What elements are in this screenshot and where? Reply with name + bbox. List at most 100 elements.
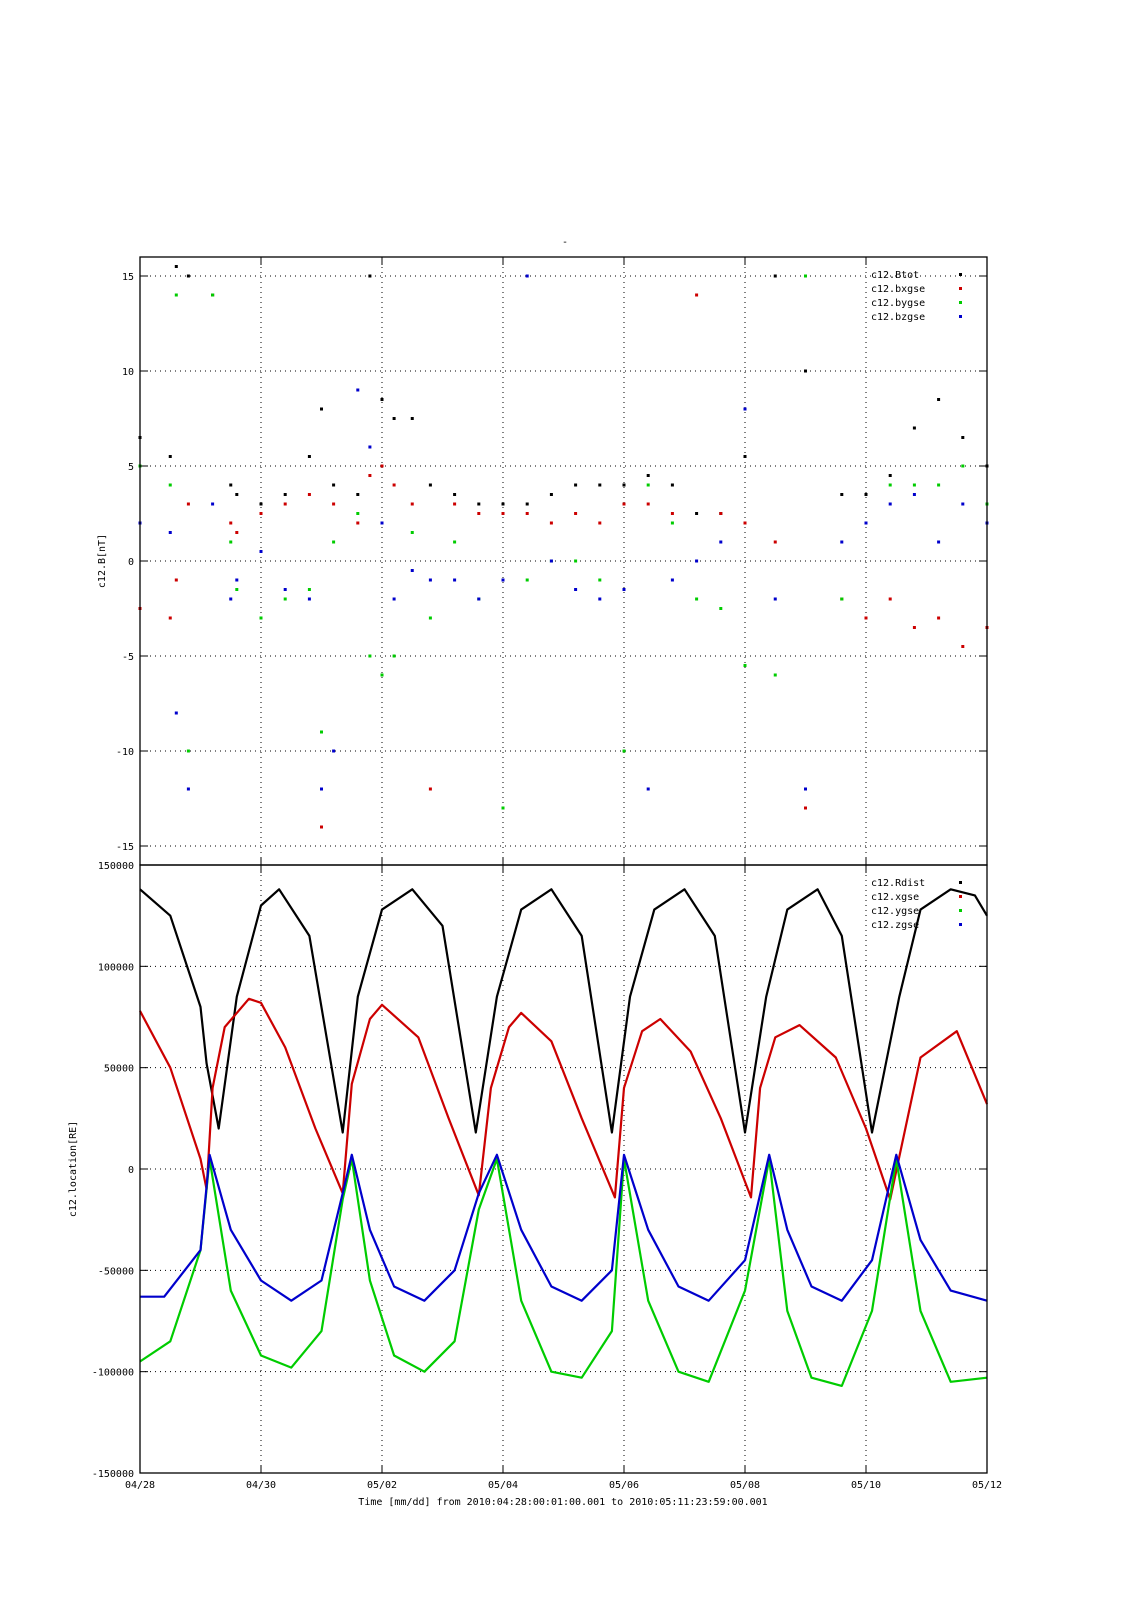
legend-swatch: [959, 881, 962, 884]
data-point-c12-bxgse: [646, 502, 650, 506]
data-point-c12-bzgse: [961, 502, 965, 506]
data-point-c12-btot: [549, 493, 553, 496]
data-point-c12-btot: [501, 502, 505, 506]
data-point-c12-btot: [840, 493, 844, 496]
data-point-c12-bzgse: [332, 749, 336, 753]
data-point-c12-btot: [864, 493, 868, 496]
data-point-c12-bzgse: [259, 550, 263, 553]
data-point-c12-bygse: [428, 616, 432, 620]
location-panel: -150000 -100000 -50000 0 50000 100000 150000 c…: [68, 861, 989, 1480]
data-point-c12-bzgse: [773, 597, 777, 601]
data-point-c12-bygse: [410, 531, 414, 534]
data-point-c12-btot: [477, 502, 481, 506]
data-point-c12-bxgse: [332, 502, 336, 506]
legend-swatch: [959, 287, 962, 290]
data-point-c12-bxgse: [229, 521, 233, 525]
data-point-c12-bzgse: [356, 388, 360, 392]
data-point-c12-bzgse: [525, 274, 529, 278]
data-point-c12-btot: [598, 483, 602, 487]
data-point-c12-bzgse: [670, 578, 674, 582]
legend-swatch: [959, 301, 962, 304]
data-point-c12-bygse: [695, 597, 699, 601]
legend-label: c12.Btot: [871, 270, 919, 281]
data-point-c12-bygse: [283, 597, 287, 601]
legend-swatch: [959, 895, 962, 898]
x-tick-label: 04/30: [246, 1480, 276, 1491]
y-tick-label: 15: [122, 272, 134, 283]
data-point-c12-bygse: [392, 654, 396, 658]
data-point-c12-bzgse: [229, 597, 233, 601]
data-point-c12-bxgse: [598, 521, 602, 525]
series-line-c12-zgse: [140, 1153, 988, 1302]
data-point-c12-bzgse: [840, 540, 844, 544]
data-point-c12-bygse: [168, 483, 172, 487]
data-point-c12-btot: [670, 483, 674, 487]
data-point-c12-bxgse: [525, 512, 529, 515]
magnetic-field-data-points: [138, 265, 989, 829]
y-tick-label: -10: [116, 747, 134, 758]
y-tick-label: -5: [122, 652, 134, 663]
legend-label: c12.bygse: [871, 298, 925, 309]
data-point-c12-bygse: [646, 483, 650, 487]
location-grid: [140, 865, 987, 1473]
data-point-c12-bzgse: [622, 588, 626, 591]
data-point-c12-bygse: [743, 664, 747, 667]
location-y-axis-label: c12.location[RE]: [68, 1121, 79, 1217]
location-y-axis: -150000 -100000 -50000 0 50000 100000 150000: [92, 861, 987, 1480]
data-point-c12-bxgse: [549, 521, 553, 525]
data-point-c12-bzgse: [211, 502, 215, 506]
data-point-c12-bzgse: [283, 588, 287, 591]
data-point-c12-bygse: [912, 483, 916, 487]
x-axis: 04/28 04/30 05/02 05/04 05/06 05/08 05/10 05/12: [125, 257, 1002, 1491]
data-point-c12-bzgse: [307, 597, 311, 601]
y-tick-label: 0: [128, 557, 134, 568]
data-point-c12-bzgse: [549, 559, 553, 563]
data-point-c12-bzgse: [168, 531, 172, 534]
data-point-c12-bygse: [368, 654, 372, 658]
data-point-c12-bygse: [773, 673, 777, 677]
data-point-c12-bxgse: [356, 521, 360, 525]
y-tick-label: 50000: [104, 1064, 134, 1075]
legend-swatch: [959, 315, 962, 318]
x-tick-label: 04/28: [125, 1480, 155, 1491]
data-point-c12-btot: [392, 417, 396, 420]
data-point-c12-bxgse: [574, 512, 578, 515]
x-tick-label: 05/08: [730, 1480, 760, 1491]
data-point-c12-btot: [168, 455, 172, 458]
legend-label: c12.zgse: [871, 920, 919, 931]
series-line-c12-rdist: [139, 888, 988, 1134]
data-point-c12-bygse: [235, 588, 239, 591]
data-point-c12-bygse: [598, 578, 602, 582]
data-point-c12-bxgse: [719, 512, 723, 515]
data-point-c12-bygse: [332, 540, 336, 544]
data-point-c12-bxgse: [283, 502, 287, 506]
data-point-c12-btot: [646, 474, 650, 477]
data-point-c12-bygse: [888, 483, 892, 487]
data-point-c12-bxgse: [622, 502, 626, 506]
data-point-c12-bzgse: [501, 578, 505, 582]
data-point-c12-btot: [320, 407, 323, 411]
y-tick-label: -15: [116, 842, 134, 853]
data-point-c12-bygse: [719, 607, 723, 610]
series-line-c12-ygse: [139, 1157, 988, 1387]
data-point-c12-bygse: [174, 293, 178, 297]
x-tick-label: 05/10: [851, 1480, 881, 1491]
data-point-c12-btot: [912, 426, 916, 430]
legend-label: c12.bxgse: [871, 284, 925, 295]
data-point-c12-bxgse: [670, 512, 674, 515]
data-point-c12-bzgse: [186, 787, 190, 791]
data-point-c12-btot: [937, 398, 941, 401]
data-point-c12-bygse: [259, 616, 263, 620]
data-point-c12-bxgse: [307, 493, 311, 496]
data-point-c12-bxgse: [864, 616, 868, 620]
data-point-c12-bygse: [622, 749, 626, 753]
data-point-c12-bxgse: [773, 540, 777, 544]
data-point-c12-bxgse: [235, 531, 239, 534]
data-point-c12-bzgse: [937, 540, 941, 544]
data-point-c12-bxgse: [695, 293, 699, 297]
data-point-c12-bxgse: [501, 512, 505, 515]
legend-swatch: [959, 923, 962, 926]
data-point-c12-btot: [804, 369, 807, 373]
data-point-c12-btot: [410, 417, 414, 420]
